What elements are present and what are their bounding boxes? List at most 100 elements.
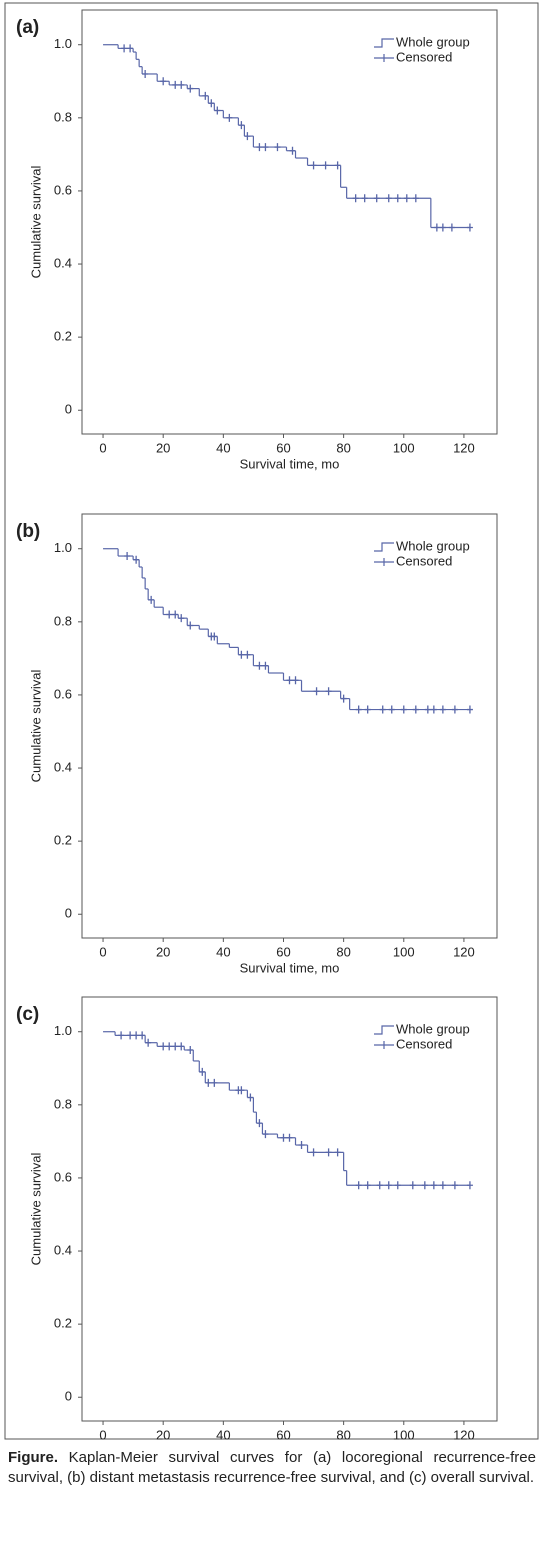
censored-marker	[124, 552, 131, 561]
y-tick-label: 1.0	[54, 540, 72, 555]
x-tick-label: 60	[276, 440, 290, 455]
legend-swatch	[374, 1025, 394, 1035]
series: Censored	[118, 1031, 473, 1190]
y-tick-label: 0	[65, 1389, 72, 1404]
x-tick-label: 80	[336, 944, 350, 959]
censored-marker	[466, 1181, 473, 1190]
x-tick-label: 20	[156, 944, 170, 959]
censored-marker	[160, 77, 167, 86]
censored-marker	[133, 1031, 140, 1040]
censored-marker	[199, 1067, 206, 1076]
censored-marker	[166, 1042, 173, 1051]
legend-swatch	[374, 54, 394, 62]
y-tick-label: 0.2	[54, 329, 72, 344]
x-tick-label: 20	[156, 1427, 170, 1442]
x-tick-label: 0	[99, 440, 106, 455]
legend-swatch	[374, 1041, 394, 1049]
legend-swatch	[374, 38, 394, 48]
censored-marker	[340, 694, 347, 703]
y-axis-label: Cumulative survival	[28, 166, 43, 279]
censored-marker	[430, 705, 437, 714]
censored-marker	[244, 132, 251, 141]
censored-marker	[127, 44, 134, 53]
censored-marker	[334, 1148, 341, 1157]
censored-marker	[385, 194, 392, 203]
censored-marker	[310, 161, 317, 170]
censored-marker	[448, 223, 455, 232]
plot-frame	[81, 513, 498, 939]
censored-marker	[172, 1042, 179, 1051]
censored-marker	[187, 1046, 194, 1054]
censored-marker	[322, 161, 329, 170]
censored-marker	[394, 194, 401, 203]
censored-marker	[361, 194, 368, 203]
censored-marker	[292, 676, 299, 685]
censored-marker	[298, 1141, 305, 1150]
censored-marker	[280, 1133, 287, 1142]
censored-marker	[127, 1031, 134, 1040]
censored-marker	[214, 106, 221, 115]
y-tick-label: 1.0	[54, 1023, 72, 1038]
x-tick-label: 0	[99, 1427, 106, 1442]
censored-marker	[352, 194, 359, 203]
x-tick-label: 80	[336, 1427, 350, 1442]
censored-marker	[466, 223, 473, 232]
censored-marker	[208, 99, 215, 108]
y-tick-label: 0.2	[54, 833, 72, 848]
censored-marker	[439, 705, 446, 714]
censored-marker	[355, 1181, 362, 1190]
plot-frame	[81, 996, 498, 1422]
censored-marker	[139, 1031, 146, 1040]
censored-marker	[388, 705, 395, 714]
censored-marker	[256, 143, 263, 152]
legend-label: Whole group	[396, 34, 470, 49]
y-axis-label: Cumulative survival	[28, 1153, 43, 1266]
censored-marker	[364, 705, 371, 714]
legend-swatch	[374, 558, 394, 566]
censored-marker	[178, 80, 185, 89]
censored-marker	[373, 194, 380, 203]
y-axis-label: Cumulative survival	[28, 670, 43, 783]
censored-marker	[202, 91, 209, 100]
censored-marker	[325, 1148, 332, 1157]
censored-marker	[310, 1148, 317, 1157]
censored-marker	[238, 1086, 245, 1095]
plot-frame	[81, 9, 498, 435]
x-tick-label: 20	[156, 440, 170, 455]
censored-marker	[178, 614, 185, 623]
censored-marker	[226, 113, 233, 122]
censored-marker	[412, 705, 419, 714]
figure: (a) Cumulative survival Survival time, mo 0…	[4, 2, 539, 1445]
y-tick-label: 0.4	[54, 255, 72, 270]
censored-marker	[466, 705, 473, 714]
series: Censored	[124, 552, 473, 714]
y-tick-label: 0.8	[54, 1096, 72, 1111]
x-tick-label: 40	[216, 440, 230, 455]
legend-label: Censored	[396, 1036, 452, 1051]
censored-marker	[118, 1031, 125, 1040]
censored-marker	[430, 1181, 437, 1190]
censored-marker	[166, 610, 173, 619]
y-tick-label: 0.8	[54, 613, 72, 628]
censored-marker	[364, 1181, 371, 1190]
y-tick-label: 0.4	[54, 759, 72, 774]
censored-marker	[385, 1181, 392, 1190]
caption-lead: Figure.	[8, 1449, 59, 1466]
y-tick-label: 0.6	[54, 686, 72, 701]
censored-marker	[433, 223, 440, 232]
censored-marker	[205, 1078, 212, 1087]
legend-label: Whole group	[396, 1021, 470, 1036]
censored-marker	[238, 121, 245, 130]
censored-marker	[187, 621, 194, 630]
censored-marker	[262, 1130, 269, 1139]
censored-marker	[379, 705, 386, 714]
x-tick-label: 120	[453, 440, 475, 455]
series: Whole group	[103, 1021, 470, 1186]
censored-marker	[238, 650, 245, 659]
censored-marker	[376, 1181, 383, 1190]
chart: (b) Cumulative survival Survival time, mo 0…	[16, 513, 498, 975]
legend-swatch	[374, 542, 394, 552]
censored-marker	[121, 44, 128, 53]
censored-marker	[334, 161, 341, 170]
censored-marker	[412, 194, 419, 203]
